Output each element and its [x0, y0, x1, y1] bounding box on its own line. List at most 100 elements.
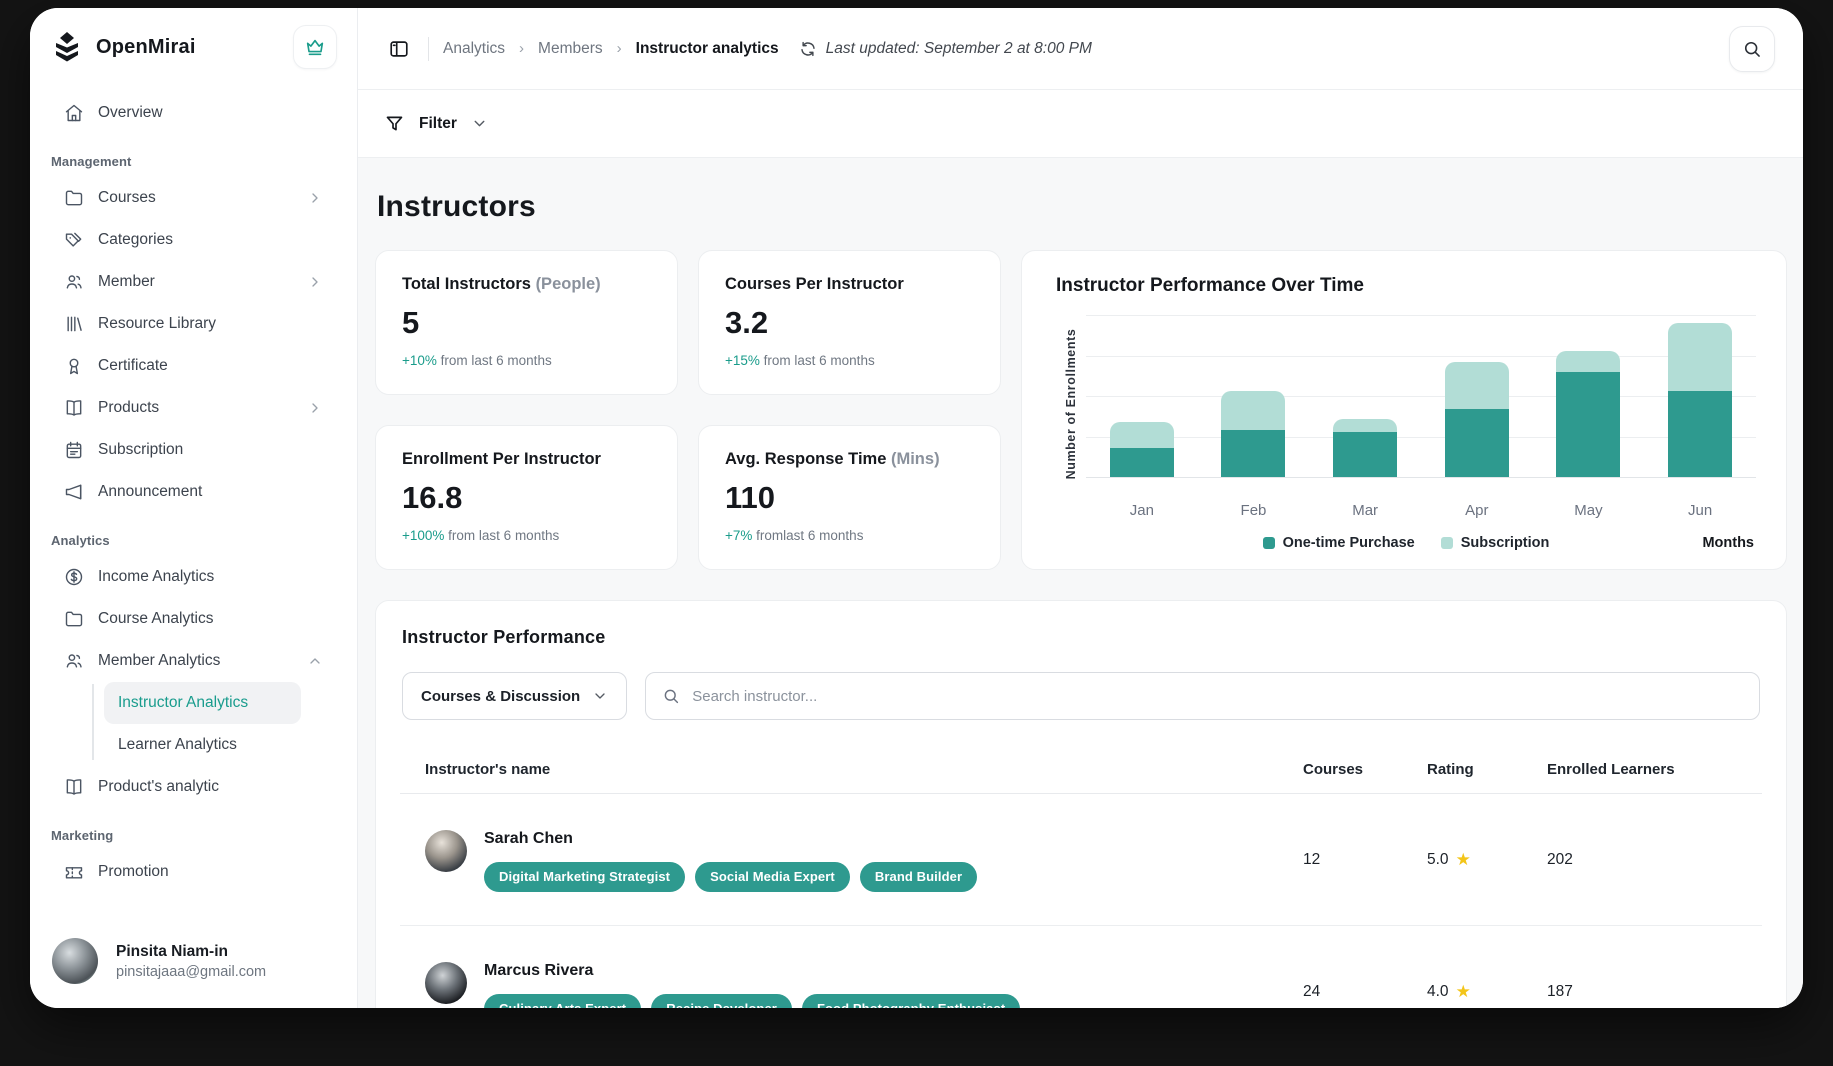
- chart-plot: [1086, 315, 1756, 478]
- section-label-analytics: Analytics: [51, 533, 110, 548]
- table-header-row: Instructor's name Courses Rating Enrolle…: [400, 746, 1762, 794]
- crown-icon: [306, 39, 324, 56]
- sidebar-item-overview[interactable]: Overview: [50, 92, 337, 134]
- legend-subscription: Subscription: [1440, 535, 1549, 551]
- enrolled-count: 202: [1547, 850, 1573, 868]
- star-icon: ★: [1455, 982, 1471, 1001]
- bar-jun: [1668, 315, 1733, 477]
- sidebar-item-certificate[interactable]: Certificate: [50, 345, 337, 387]
- section-label-marketing: Marketing: [51, 828, 114, 843]
- column-header-rating: Rating: [1427, 761, 1474, 778]
- sidebar-item-label: Overview: [98, 104, 163, 121]
- library-icon: [67, 316, 82, 332]
- bar-apr: [1444, 315, 1509, 477]
- sidebar-item-course-analytics[interactable]: Course Analytics: [50, 598, 337, 640]
- search-icon: [664, 689, 679, 704]
- sidebar-item-products[interactable]: Products: [50, 387, 337, 429]
- instructor-search-input[interactable]: [692, 687, 1743, 705]
- instructor-performance-card: Instructor Performance Courses & Discuss…: [375, 600, 1787, 1008]
- topbar-divider: [428, 36, 429, 61]
- filter-label[interactable]: Filter: [419, 114, 457, 132]
- chart-area: Number of Enrollments: [1056, 315, 1756, 492]
- upgrade-button[interactable]: [293, 25, 337, 69]
- gridline: [1086, 355, 1756, 357]
- sidebar: OpenMirai Overview Management Courses: [30, 8, 358, 1008]
- sidebar-item-member-analytics[interactable]: Member Analytics: [50, 640, 337, 682]
- megaphone-icon: [65, 484, 82, 500]
- chevron-right-icon: [312, 403, 318, 413]
- sidebar-item-income-analytics[interactable]: Income Analytics: [50, 556, 337, 598]
- stat-value: 5: [402, 305, 420, 340]
- chevron-right-icon: ›: [519, 40, 525, 57]
- sidebar-item-label: Promotion: [98, 863, 169, 880]
- table-row[interactable]: Marcus Rivera Culinary Arts Expert Recip…: [400, 926, 1762, 1008]
- filter-bar: Filter: [358, 90, 1803, 158]
- book-icon: [66, 400, 82, 416]
- sidebar-item-resource-library[interactable]: Resource Library: [50, 303, 337, 345]
- user-profile[interactable]: Pinsita Niam-in pinsitajaaa@gmail.com: [50, 920, 337, 1008]
- sidebar-item-label: Resource Library: [98, 315, 217, 332]
- sidebar-item-announcement[interactable]: Announcement: [50, 471, 337, 513]
- user-avatar: [52, 938, 98, 984]
- sidebar-nav: Overview Management Courses Categories M…: [50, 86, 337, 920]
- sidebar-item-courses[interactable]: Courses: [50, 177, 337, 219]
- stat-delta: +10% from last 6 months: [402, 353, 552, 368]
- sidebar-item-categories[interactable]: Categories: [50, 219, 337, 261]
- x-tick-may: May: [1574, 502, 1603, 519]
- sidebar-item-promotion[interactable]: Promotion: [50, 851, 337, 893]
- x-tick-apr: Apr: [1465, 502, 1489, 519]
- rating-cell: 4.0 ★: [1427, 983, 1547, 1001]
- sidebar-item-member[interactable]: Member: [50, 261, 337, 303]
- x-tick-jun: Jun: [1688, 502, 1713, 519]
- sidebar-item-label: Instructor Analytics: [118, 694, 249, 711]
- stat-unit: (People): [535, 275, 601, 293]
- chevron-right-icon: [312, 277, 318, 287]
- tags-icon: [65, 232, 82, 247]
- breadcrumb-members[interactable]: Members: [538, 39, 603, 57]
- chevron-right-icon: ›: [616, 40, 622, 57]
- stat-title: Avg. Response Time (Mins): [725, 450, 940, 468]
- courses-discussion-dropdown[interactable]: Courses & Discussion: [402, 672, 628, 720]
- last-updated: Last updated: September 2 at 8:00 PM: [799, 40, 1092, 58]
- chart-footer: One-time Purchase Subscription Months: [1056, 535, 1756, 551]
- chart-title: Instructor Performance Over Time: [1056, 275, 1364, 296]
- table-row[interactable]: Sarah Chen Digital Marketing Strategist …: [400, 794, 1762, 926]
- x-axis-line: [1086, 477, 1756, 478]
- courses-count: 12: [1303, 850, 1321, 868]
- tag-badge: Social Media Expert: [695, 861, 850, 892]
- sidebar-item-label: Subscription: [98, 441, 184, 458]
- sidebar-item-learner-analytics[interactable]: Learner Analytics: [104, 724, 301, 766]
- last-updated-text: Last updated: September 2 at 8:00 PM: [825, 39, 1092, 57]
- main-area: Analytics › Members › Instructor analyti…: [358, 8, 1803, 1008]
- stat-delta: +7% fromlast 6 months: [725, 528, 864, 543]
- sidebar-item-subscription[interactable]: Subscription: [50, 429, 337, 471]
- breadcrumb-analytics[interactable]: Analytics: [443, 39, 506, 57]
- chevron-down-icon[interactable]: [471, 115, 488, 132]
- sidebar-toggle-button[interactable]: [384, 33, 414, 64]
- sidebar-item-label: Course Analytics: [98, 610, 214, 627]
- sidebar-item-label: Member Analytics: [98, 652, 221, 669]
- chart-card: Instructor Performance Over Time Number …: [1021, 250, 1787, 570]
- funnel-icon: [386, 116, 403, 131]
- dollar-circle-icon: [65, 568, 83, 586]
- table-title: Instructor Performance: [402, 627, 606, 647]
- column-header-courses: Courses: [1303, 761, 1364, 778]
- stat-title: Enrollment Per Instructor: [402, 450, 601, 468]
- dropdown-value: Courses & Discussion: [421, 687, 581, 705]
- sidebar-item-instructor-analytics[interactable]: Instructor Analytics: [104, 682, 301, 724]
- column-header-enrolled: Enrolled Learners: [1547, 761, 1675, 778]
- bar-jan: [1109, 315, 1174, 477]
- instructor-table: Instructor's name Courses Rating Enrolle…: [400, 746, 1762, 1008]
- sidebar-item-label: Learner Analytics: [118, 736, 237, 753]
- sidebar-item-label: Courses: [98, 189, 156, 206]
- sidebar-item-label: Products: [98, 399, 160, 416]
- instructor-avatar: [425, 829, 467, 872]
- courses-count: 24: [1303, 982, 1321, 1000]
- sidebar-item-products-analytic[interactable]: Product's analytic: [50, 766, 337, 808]
- instructor-avatar: [425, 961, 467, 1004]
- breadcrumb: Analytics › Members › Instructor analyti…: [443, 40, 779, 58]
- stat-card-enrollment-per-instructor: Enrollment Per Instructor 16.8 +100% fro…: [375, 425, 678, 570]
- sidebar-item-label: Announcement: [98, 483, 203, 500]
- global-search-button[interactable]: [1729, 25, 1775, 72]
- search-icon: [1744, 41, 1760, 57]
